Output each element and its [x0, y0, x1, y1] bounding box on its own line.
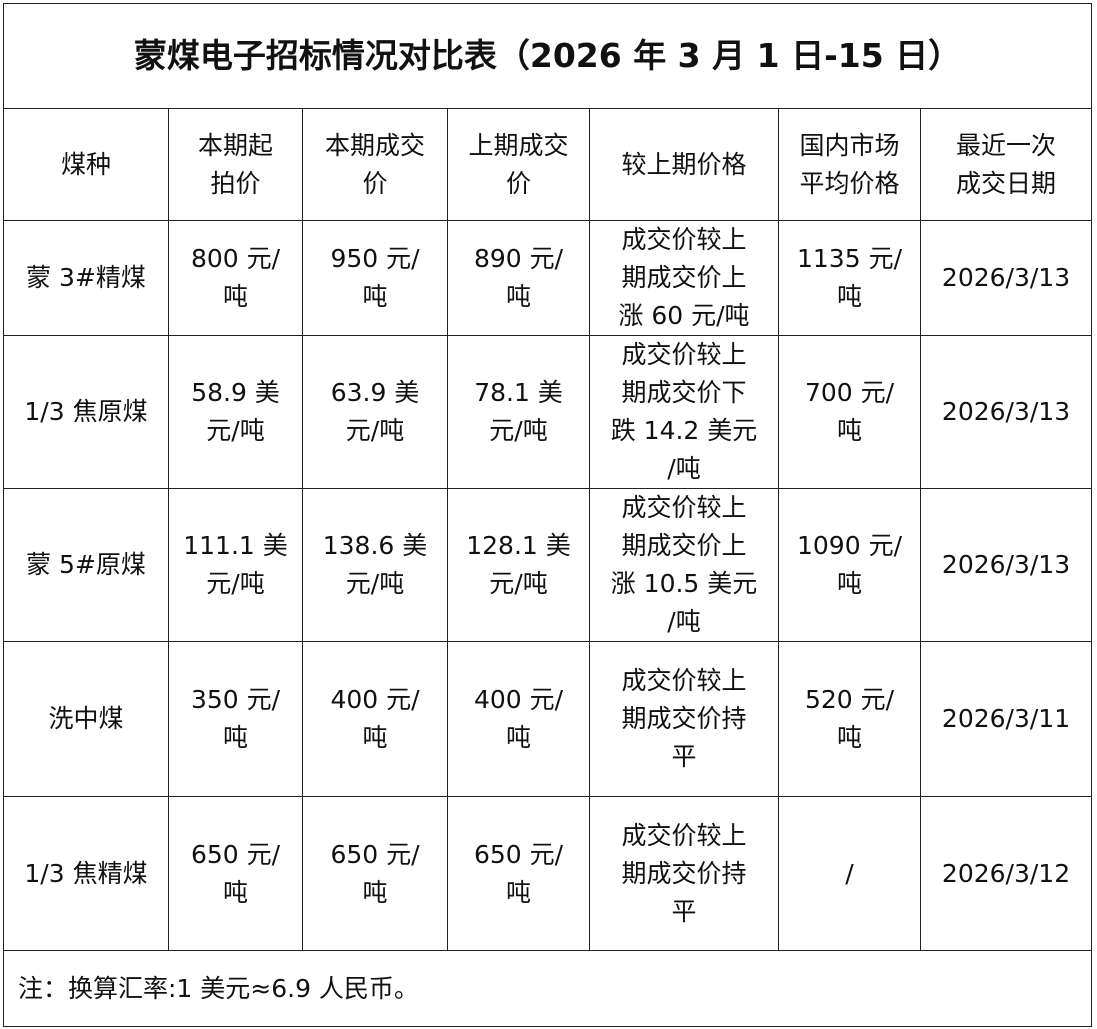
cell-previous-deal-price: 128.1 美 元/吨	[447, 488, 590, 642]
cell-current-start-price: 111.1 美 元/吨	[168, 488, 303, 642]
cell-coal-type: 洗中煤	[3, 641, 169, 797]
header-previous-deal-price: 上期成交 价	[447, 108, 590, 221]
cell-last-deal-date: 2026/3/13	[919, 335, 1093, 489]
cell-current-start-price: 350 元/ 吨	[168, 641, 303, 797]
table-row: 1/3 焦精煤 650 元/ 吨 650 元/ 吨 650 元/ 吨成交价较上 期成交…	[3, 796, 1093, 951]
header-current-deal-price: 本期成交 价	[302, 108, 448, 221]
coal-tender-comparison-table: 蒙煤电子招标情况对比表（2026 年 3 月 1 日-15 日） 煤种 本期起 拍…	[2, 3, 1093, 1027]
cell-domestic-avg-price: 520 元/ 吨	[778, 641, 921, 797]
cell-previous-deal-price: 78.1 美 元/吨	[447, 335, 590, 489]
cell-coal-type: 1/3 焦精煤	[3, 796, 169, 951]
cell-current-start-price: 650 元/ 吨	[168, 796, 303, 951]
cell-last-deal-date: 2026/3/11	[919, 641, 1093, 797]
cell-domestic-avg-price: 700 元/ 吨	[778, 335, 921, 489]
header-current-start-price: 本期起 拍价	[168, 108, 303, 221]
header-price-change: 较上期价格	[589, 108, 779, 221]
cell-current-deal-price: 63.9 美 元/吨	[302, 335, 448, 489]
cell-last-deal-date: 2026/3/12	[919, 796, 1093, 951]
cell-price-change: 成交价较上 期成交价持 平	[589, 641, 779, 797]
table-row: 洗中煤 350 元/ 吨 400 元/ 吨 400 元/ 吨成交价较上 期成交价持 平…	[3, 641, 1093, 797]
cell-last-deal-date: 2026/3/13	[919, 220, 1093, 336]
table-title: 蒙煤电子招标情况对比表（2026 年 3 月 1 日-15 日）	[2, 3, 1093, 109]
cell-current-deal-price: 138.6 美 元/吨	[302, 488, 448, 642]
cell-current-deal-price: 400 元/ 吨	[302, 641, 448, 797]
table-row: 蒙 3#精煤 800 元/ 吨 950 元/ 吨 890 元/ 吨成交价较上 期成交价…	[3, 220, 1093, 336]
cell-domestic-avg-price: 1135 元/ 吨	[778, 220, 921, 336]
table-row: 1/3 焦原煤 58.9 美 元/吨 63.9 美 元/吨 78.1 美 元/吨 成交价…	[3, 335, 1093, 489]
cell-price-change: 成交价较上 期成交价持 平	[589, 796, 779, 951]
header-coal-type: 煤种	[3, 108, 169, 221]
cell-previous-deal-price: 650 元/ 吨	[447, 796, 590, 951]
cell-coal-type: 蒙 5#原煤	[3, 488, 169, 642]
cell-price-change: 成交价较上 期成交价上 涨 60 元/吨	[589, 220, 779, 336]
cell-current-deal-price: 650 元/ 吨	[302, 796, 448, 951]
header-domestic-avg-price: 国内市场 平均价格	[778, 108, 921, 221]
cell-previous-deal-price: 890 元/ 吨	[447, 220, 590, 336]
cell-price-change: 成交价较上 期成交价下 跌 14.2 美元 /吨	[589, 335, 779, 489]
header-row: 煤种 本期起 拍价 本期成交 价上期成交 价较上期价格 国内市场 平均价格 最近一次 成…	[3, 108, 1093, 221]
cell-last-deal-date: 2026/3/13	[919, 488, 1093, 642]
header-last-deal-date: 最近一次 成交日期	[919, 108, 1093, 221]
cell-domestic-avg-price: 1090 元/ 吨	[778, 488, 921, 642]
cell-price-change: 成交价较上 期成交价上 涨 10.5 美元 /吨	[589, 488, 779, 642]
cell-previous-deal-price: 400 元/ 吨	[447, 641, 590, 797]
cell-domestic-avg-price: /	[778, 796, 921, 951]
table-row: 蒙 5#原煤 111.1 美 元/吨 138.6 美 元/吨 128.1 美 元/吨成…	[3, 488, 1093, 642]
cell-current-deal-price: 950 元/ 吨	[302, 220, 448, 336]
cell-current-start-price: 800 元/ 吨	[168, 220, 303, 336]
cell-current-start-price: 58.9 美 元/吨	[168, 335, 303, 489]
cell-coal-type: 蒙 3#精煤	[3, 220, 169, 336]
cell-coal-type: 1/3 焦原煤	[3, 335, 169, 489]
exchange-rate-note: 注：换算汇率:1 美元≈6.9 人民币。	[2, 950, 1093, 1027]
